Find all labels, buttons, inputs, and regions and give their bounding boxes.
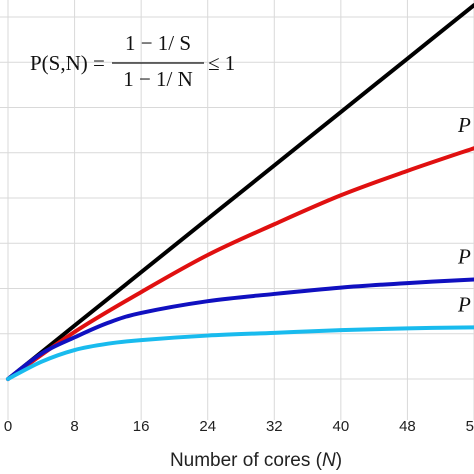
x-tick-label: 0 — [4, 418, 12, 435]
formula-lhs: P(S,N) = — [30, 51, 105, 75]
formula: P(S,N) = 1 − 1/ S 1 − 1/ N ≤ 1 — [30, 31, 235, 91]
x-tick-label: 56 — [466, 418, 474, 435]
series-label-3: P — [457, 244, 471, 268]
x-tick-label: 48 — [399, 418, 416, 435]
series-line-2 — [6, 146, 474, 381]
x-tick-label: 40 — [333, 418, 350, 435]
series-label-4: P — [457, 292, 471, 316]
series-lines — [6, 3, 474, 381]
formula-numerator: 1 − 1/ S — [125, 31, 191, 55]
series-line-4 — [6, 325, 474, 381]
x-tick-labels: 0 8 16 24 32 40 48 56 — [4, 418, 474, 435]
x-tick-label: 8 — [70, 418, 78, 435]
x-tick-label: 16 — [133, 418, 150, 435]
gridlines — [0, 0, 474, 420]
series-line-1 — [6, 3, 474, 381]
x-axis-label: Number of cores (N) — [170, 450, 342, 471]
x-tick-label: 24 — [199, 418, 216, 435]
x-tick-label: 32 — [266, 418, 283, 435]
series-line-3 — [6, 277, 474, 381]
formula-denominator: 1 − 1/ N — [123, 67, 193, 91]
series-labels: PPPP — [457, 113, 471, 316]
formula-rhs: ≤ 1 — [208, 51, 235, 75]
series-label-2: P — [457, 113, 471, 137]
